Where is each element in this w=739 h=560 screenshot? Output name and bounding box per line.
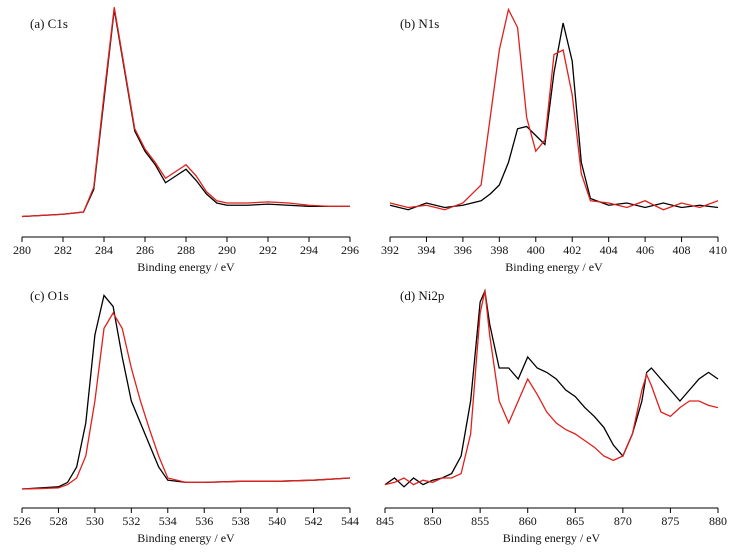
x-tick-label: 402 [563,243,581,257]
spectrum-line [389,7,719,211]
x-tick-label: 284 [95,243,113,257]
x-tick-label: 865 [566,514,584,528]
x-tick-label: 532 [122,514,140,528]
spectrum-line [21,7,350,218]
x-tick-label: 280 [13,243,31,257]
x-tick-label: 538 [232,514,250,528]
x-tick-label: 294 [300,243,318,257]
spectrum-line [384,290,719,486]
x-tick-label: 290 [218,243,236,257]
x-tick-label: 396 [454,243,472,257]
x-tick-label: 394 [417,243,435,257]
x-tick-label: 526 [13,514,31,528]
spectrum-line [384,288,719,488]
panel-title: (d) Ni2p [400,288,444,303]
x-tick-label: 410 [709,243,727,257]
x-tick-label: 286 [136,243,154,257]
x-tick-label: 880 [709,514,727,528]
spectrum-line [389,22,719,211]
panel-title: (c) O1s [30,288,69,303]
x-tick-label: 855 [471,514,489,528]
x-tick-label: 404 [600,243,618,257]
x-tick-label: 850 [424,514,442,528]
x-tick-label: 875 [661,514,679,528]
x-tick-label: 534 [159,514,177,528]
x-axis-label: Binding energy / eV [503,531,601,545]
x-tick-label: 400 [527,243,545,257]
x-axis-label: Binding energy / eV [505,260,603,274]
x-axis-label: Binding energy / eV [137,260,235,274]
x-axis-label: Binding energy / eV [137,531,235,545]
x-tick-label: 398 [490,243,508,257]
panel-title: (b) N1s [400,16,439,31]
x-tick-label: 406 [636,243,654,257]
x-tick-label: 392 [381,243,399,257]
panel-title: (a) C1s [30,16,68,31]
spectrum-line [21,9,350,218]
x-tick-label: 845 [376,514,394,528]
x-tick-label: 544 [341,514,359,528]
x-tick-label: 282 [54,243,72,257]
x-tick-label: 860 [519,514,537,528]
x-tick-label: 528 [49,514,67,528]
spectrum-line [21,293,351,490]
x-tick-label: 292 [259,243,277,257]
x-tick-label: 536 [195,514,213,528]
x-tick-label: 542 [305,514,323,528]
x-tick-label: 288 [177,243,195,257]
x-tick-label: 408 [673,243,691,257]
spectrum-line [21,311,351,490]
x-tick-label: 296 [341,243,359,257]
x-tick-label: 540 [268,514,286,528]
x-tick-label: 870 [614,514,632,528]
x-tick-label: 530 [86,514,104,528]
